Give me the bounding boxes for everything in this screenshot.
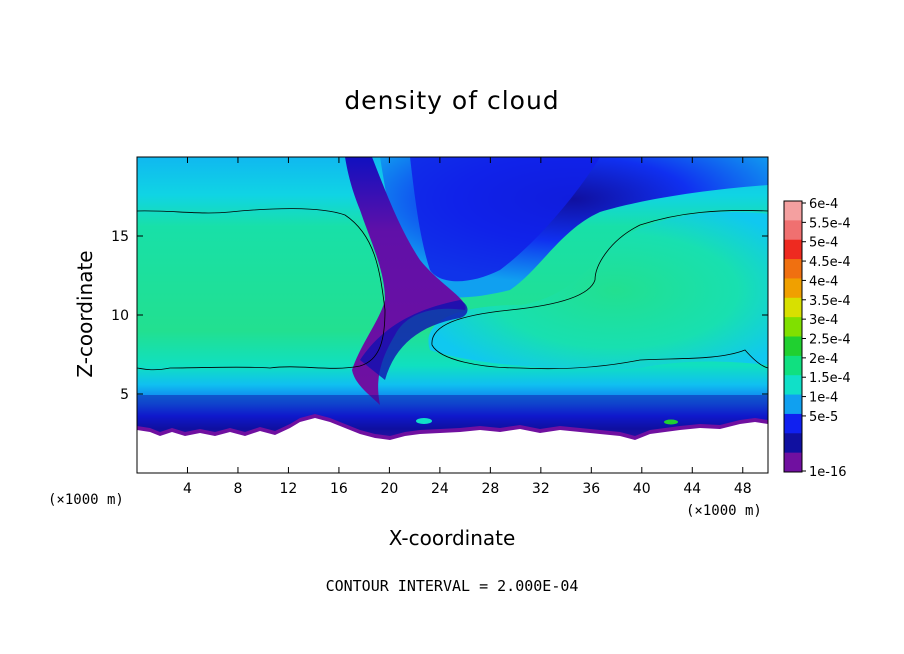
colorbar-label: 3e-4 <box>809 313 838 328</box>
colorbar-swatch <box>784 413 802 434</box>
colorbar: 6e-4 5.5e-4 5e-4 4.5e-4 4e-4 3.5e-4 3e-4 2.5e-4… <box>783 197 851 480</box>
x-tick-label: 20 <box>380 481 398 497</box>
colorbar-swatch <box>784 278 802 299</box>
colorbar-label: 1e-4 <box>809 391 838 406</box>
colorbar-label: 4e-4 <box>809 274 838 289</box>
colorbar-swatch <box>784 433 802 454</box>
colorbar-label: 5e-4 <box>809 236 838 251</box>
x-tick-label: 24 <box>431 481 449 497</box>
y-tick-label: 15 <box>111 229 129 245</box>
x-tick-label: 28 <box>481 481 499 497</box>
chart-title: density of cloud <box>344 86 560 115</box>
colorbar-label: 6e-4 <box>809 197 838 212</box>
density-field <box>137 157 768 473</box>
colorbar-label: 4.5e-4 <box>809 255 851 270</box>
colorbar-label: 5.5e-4 <box>809 216 851 231</box>
colorbar-swatch <box>784 239 802 260</box>
colorbar-frame <box>783 200 803 473</box>
colorbar-label: 1.5e-4 <box>809 371 851 386</box>
contour-interval-note: CONTOUR INTERVAL = 2.000E-04 <box>325 577 579 595</box>
colorbar-label: 1e-16 <box>809 465 847 480</box>
colorbar-swatch <box>784 375 802 396</box>
x-axis-unit: (×1000 m) <box>686 503 762 519</box>
colorbar-swatch <box>784 259 802 279</box>
colorbar-swatch <box>784 201 802 221</box>
x-tick-label: 40 <box>633 481 651 497</box>
y-axis-label: Z-coordinate <box>73 250 97 378</box>
x-axis-label: X-coordinate <box>388 526 516 550</box>
colorbar-label: 2e-4 <box>809 352 838 367</box>
x-tick-label: 4 <box>183 481 192 497</box>
x-tick-label: 44 <box>683 481 701 497</box>
x-tick-label: 32 <box>532 481 550 497</box>
x-axis-ticks: 4 8 12 16 20 24 28 32 36 40 44 48 <box>183 157 752 497</box>
x-tick-label: 48 <box>734 481 752 497</box>
colorbar-swatch <box>784 355 802 376</box>
colorbar-swatch <box>784 452 802 473</box>
y-tick-label: 10 <box>111 308 129 324</box>
y-axis-ticks: 5 10 15 <box>111 229 768 403</box>
colorbar-swatch <box>784 336 802 357</box>
y-tick-label: 5 <box>120 387 129 403</box>
x-tick-label: 16 <box>330 481 348 497</box>
colorbar-swatch <box>784 394 802 415</box>
colorbar-swatch <box>784 297 802 318</box>
colorbar-label: 2.5e-4 <box>809 333 851 348</box>
colorbar-label: 5e-5 <box>809 410 838 425</box>
colorbar-swatch <box>784 317 802 337</box>
colorbar-label: 3.5e-4 <box>809 294 851 309</box>
colorbar-swatch <box>784 220 802 241</box>
x-tick-label: 36 <box>582 481 600 497</box>
x-tick-label: 8 <box>233 481 242 497</box>
y-axis-unit: (×1000 m) <box>48 492 124 508</box>
x-tick-label: 12 <box>280 481 298 497</box>
